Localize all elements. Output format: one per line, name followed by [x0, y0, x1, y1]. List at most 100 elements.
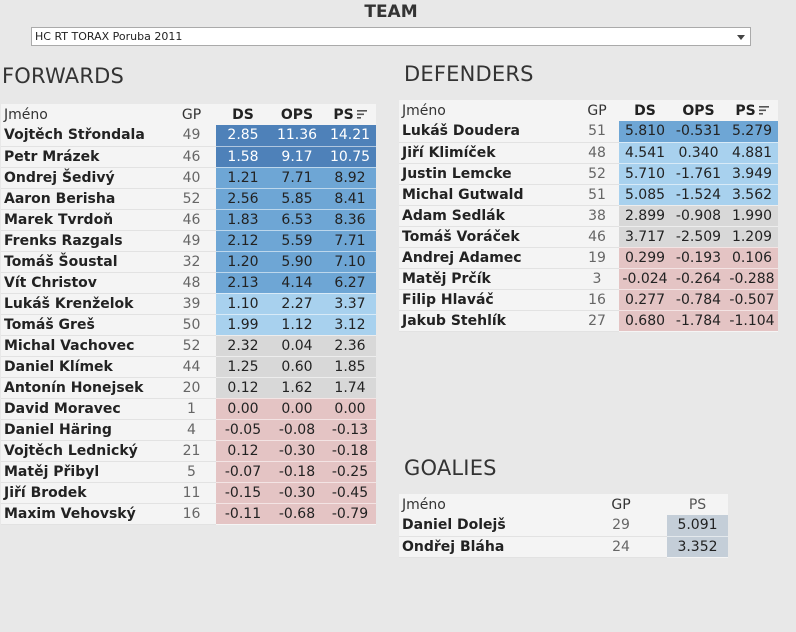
- table-row[interactable]: Maxim Vehovský 16 -0.11 -0.68 -0.79: [1, 503, 376, 525]
- ds-value: -0.024: [619, 268, 671, 290]
- player-name: Daniel Dolejš: [399, 515, 575, 537]
- column-header-ds[interactable]: DS: [232, 106, 254, 123]
- table-row[interactable]: David Moravec 1 0.00 0.00 0.00: [1, 398, 376, 420]
- ops-value: -2.509: [671, 226, 726, 248]
- table-row[interactable]: Lukáš Krenželok 39 1.10 2.27 3.37: [1, 293, 376, 315]
- table-row[interactable]: Lukáš Doudera 51 5.810 -0.531 5.279: [399, 121, 778, 143]
- column-header-name[interactable]: Jméno: [402, 496, 446, 513]
- table-row[interactable]: Andrej Adamec 19 0.299 -0.193 0.106: [399, 247, 778, 269]
- team-dropdown[interactable]: HC RT TORAX Poruba 2011: [31, 27, 751, 46]
- ops-value: -0.908: [671, 205, 726, 227]
- ds-value: 1.99: [216, 314, 270, 336]
- games-played: 49: [167, 125, 216, 147]
- ops-value: -0.68: [270, 503, 324, 525]
- table-row[interactable]: Michal Vachovec 52 2.32 0.04 2.36: [1, 335, 376, 357]
- player-name: Michal Gutwald: [399, 184, 575, 206]
- ops-value: -0.784: [671, 289, 726, 311]
- table-row[interactable]: Daniel Dolejš 29 5.091: [399, 515, 728, 537]
- ps-value: -0.507: [726, 289, 778, 311]
- column-header-ps[interactable]: PS: [726, 100, 778, 121]
- table-row[interactable]: Adam Sedlák 38 2.899 -0.908 1.990: [399, 205, 778, 227]
- ps-value: 8.41: [324, 188, 376, 210]
- sort-descending-icon[interactable]: [356, 110, 367, 119]
- table-row[interactable]: Ondrej Šedivý 40 1.21 7.71 8.92: [1, 167, 376, 189]
- ps-value: 4.881: [726, 142, 778, 164]
- table-row[interactable]: Frenks Razgals 49 2.12 5.59 7.71: [1, 230, 376, 252]
- table-row[interactable]: Aaron Berisha 52 2.56 5.85 8.41: [1, 188, 376, 210]
- ds-value: 0.299: [619, 247, 671, 269]
- ps-value: 5.279: [726, 121, 778, 143]
- table-row[interactable]: Matěj Přibyl 5 -0.07 -0.18 -0.25: [1, 461, 376, 483]
- column-header-ps-label: PS: [333, 106, 354, 123]
- ops-value: 5.90: [270, 251, 324, 273]
- games-played: 32: [167, 251, 216, 273]
- table-row[interactable]: Filip Hlaváč 16 0.277 -0.784 -0.507: [399, 289, 778, 311]
- ds-value: 3.717: [619, 226, 671, 248]
- games-played: 40: [167, 167, 216, 189]
- ps-value: 1.209: [726, 226, 778, 248]
- player-name: Jakub Stehlík: [399, 310, 575, 332]
- table-row[interactable]: Vít Christov 48 2.13 4.14 6.27: [1, 272, 376, 294]
- ops-value: -0.531: [671, 121, 726, 143]
- ds-value: 1.10: [216, 293, 270, 315]
- team-dropdown-value: HC RT TORAX Poruba 2011: [35, 30, 183, 43]
- ds-value: 1.58: [216, 146, 270, 168]
- table-row[interactable]: Jakub Stehlík 27 0.680 -1.784 -1.104: [399, 310, 778, 332]
- table-row[interactable]: Vojtěch Lednický 21 0.12 -0.30 -0.18: [1, 440, 376, 462]
- table-row[interactable]: Michal Gutwald 51 5.085 -1.524 3.562: [399, 184, 778, 206]
- table-row[interactable]: Vojtěch Střondala 49 2.85 11.36 14.21: [1, 125, 376, 147]
- table-row[interactable]: Antonín Honejsek 20 0.12 1.62 1.74: [1, 377, 376, 399]
- table-row[interactable]: Tomáš Šoustal 32 1.20 5.90 7.10: [1, 251, 376, 273]
- games-played: 44: [167, 356, 216, 378]
- ds-value: 5.085: [619, 184, 671, 206]
- ops-value: -0.30: [270, 440, 324, 462]
- ops-value: 6.53: [270, 209, 324, 231]
- column-header-gp[interactable]: GP: [181, 106, 202, 123]
- player-name: Justin Lemcke: [399, 163, 575, 185]
- chevron-down-icon[interactable]: [737, 35, 745, 40]
- table-header-row: Jméno GP PS: [399, 494, 728, 515]
- ds-value: 0.12: [216, 440, 270, 462]
- ps-value: -1.104: [726, 310, 778, 332]
- forwards-title: FORWARDS: [2, 64, 125, 88]
- table-row[interactable]: Matěj Prčík 3 -0.024 -0.264 -0.288: [399, 268, 778, 290]
- player-name: Frenks Razgals: [1, 230, 167, 252]
- column-header-name[interactable]: Jméno: [402, 102, 446, 119]
- column-header-gp[interactable]: GP: [587, 102, 607, 119]
- column-header-name[interactable]: Jméno: [4, 106, 48, 123]
- sort-descending-icon[interactable]: [758, 106, 769, 115]
- ops-value: 5.59: [270, 230, 324, 252]
- table-row[interactable]: Tomáš Greš 50 1.99 1.12 3.12: [1, 314, 376, 336]
- player-name: Marek Tvrdoň: [1, 209, 167, 231]
- games-played: 16: [167, 503, 216, 525]
- column-header-ps[interactable]: PS: [688, 496, 707, 513]
- table-row[interactable]: Jiří Brodek 11 -0.15 -0.30 -0.45: [1, 482, 376, 504]
- table-row[interactable]: Justin Lemcke 52 5.710 -1.761 3.949: [399, 163, 778, 185]
- table-row[interactable]: Tomáš Voráček 46 3.717 -2.509 1.209: [399, 226, 778, 248]
- player-name: Matěj Přibyl: [1, 461, 167, 483]
- table-row[interactable]: Daniel Häring 4 -0.05 -0.08 -0.13: [1, 419, 376, 441]
- games-played: 21: [167, 440, 216, 462]
- ps-value: 10.75: [324, 146, 376, 168]
- table-row[interactable]: Jiří Klimíček 48 4.541 0.340 4.881: [399, 142, 778, 164]
- column-header-ps[interactable]: PS: [324, 104, 376, 125]
- column-header-ops[interactable]: OPS: [280, 106, 314, 123]
- ds-value: 2.899: [619, 205, 671, 227]
- player-name: Lukáš Krenželok: [1, 293, 167, 315]
- ds-value: 4.541: [619, 142, 671, 164]
- column-header-ds[interactable]: DS: [634, 102, 656, 119]
- column-header-ops[interactable]: OPS: [682, 102, 715, 119]
- column-header-gp[interactable]: GP: [611, 496, 631, 513]
- ds-value: 0.277: [619, 289, 671, 311]
- ops-value: -0.30: [270, 482, 324, 504]
- table-row[interactable]: Daniel Klímek 44 1.25 0.60 1.85: [1, 356, 376, 378]
- table-row[interactable]: Marek Tvrdoň 46 1.83 6.53 8.36: [1, 209, 376, 231]
- column-header-ps-label: PS: [735, 102, 756, 119]
- player-name: Jiří Brodek: [1, 482, 167, 504]
- player-name: Ondrej Šedivý: [1, 167, 167, 189]
- table-row[interactable]: Ondřej Bláha 24 3.352: [399, 536, 728, 558]
- table-row[interactable]: Petr Mrázek 46 1.58 9.17 10.75: [1, 146, 376, 168]
- defenders-table: Jméno GP DS OPS PS Lukáš Doudera 51 5.810-…: [399, 100, 778, 332]
- games-played: 19: [575, 247, 619, 269]
- ops-value: -0.264: [671, 268, 726, 290]
